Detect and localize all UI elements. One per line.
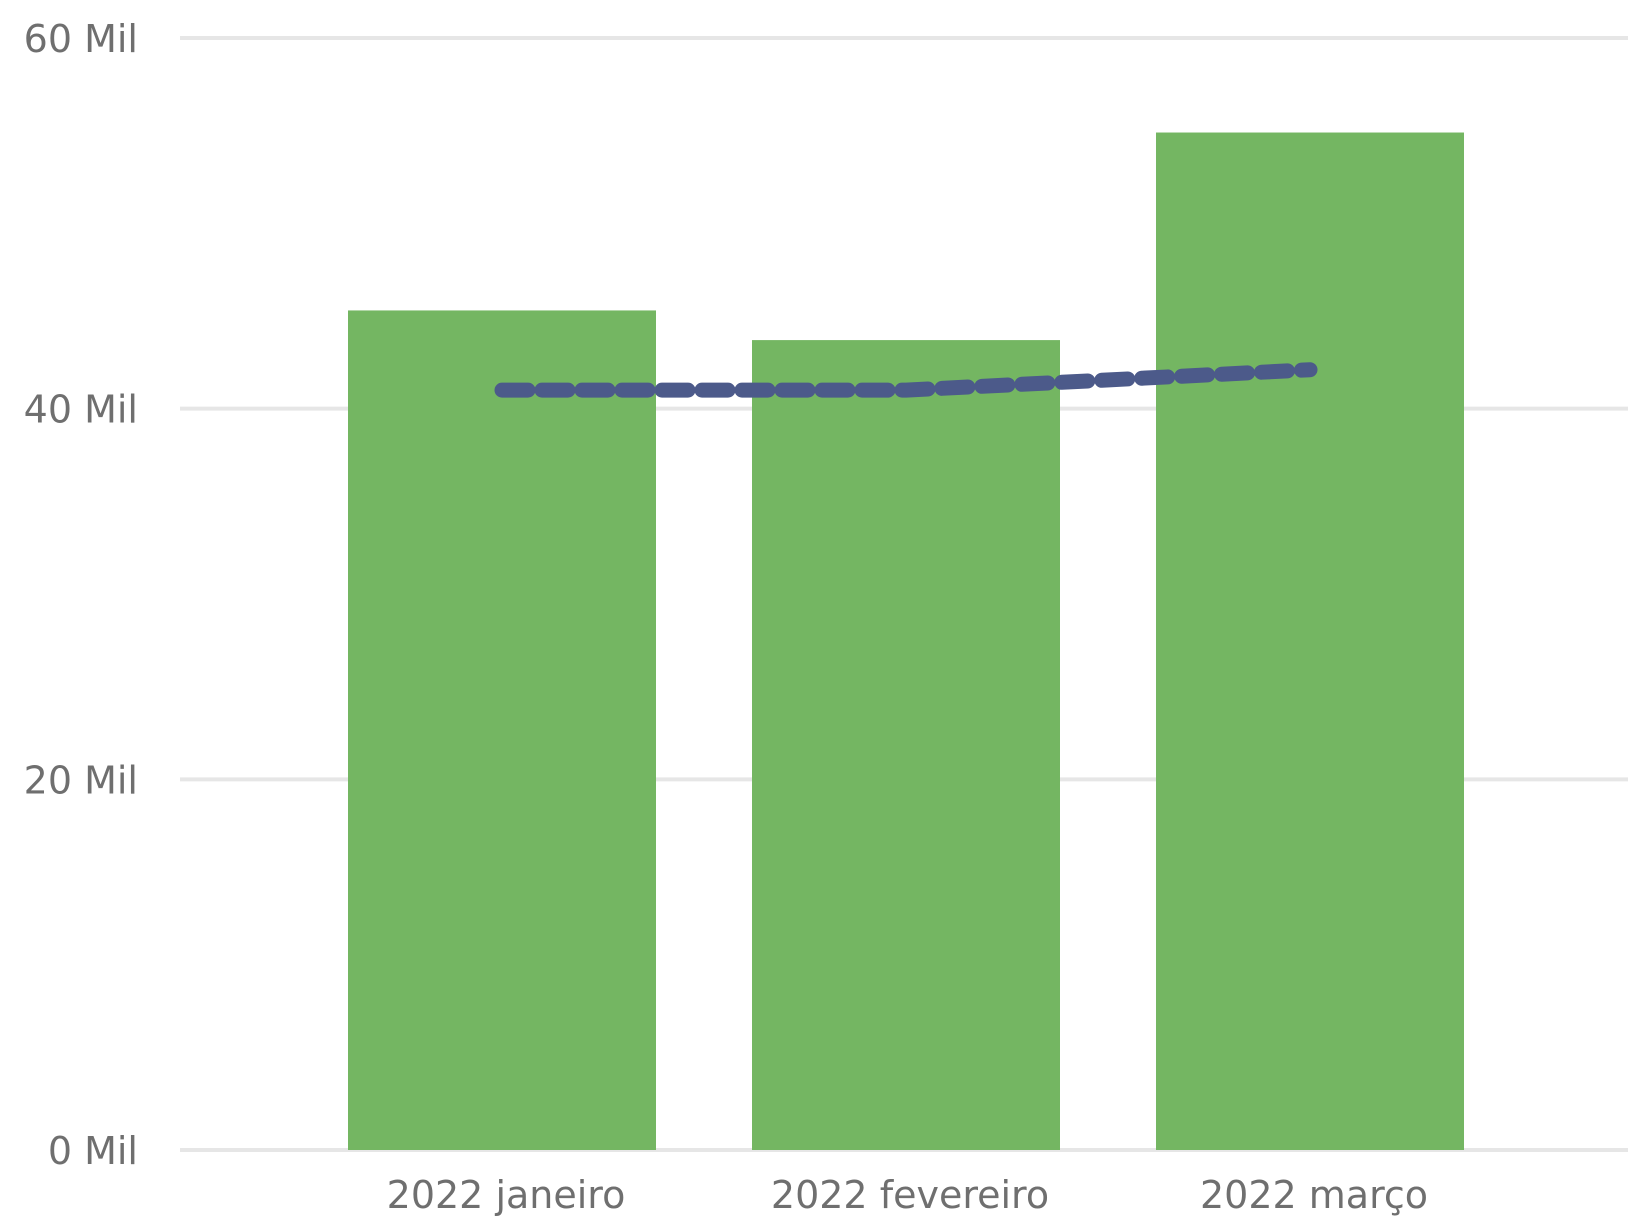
x-tick-label: 2022 março (1200, 1173, 1428, 1217)
bar[interactable] (348, 310, 656, 1150)
bars (348, 132, 1464, 1150)
y-axis-tick-labels: 0 Mil 20 Mil 40 Mil 60 Mil (24, 17, 138, 1173)
y-tick-label: 0 Mil (48, 1129, 138, 1173)
x-axis-tick-labels: 2022 janeiro 2022 fevereiro 2022 março (387, 1173, 1428, 1217)
y-tick-label: 40 Mil (24, 388, 138, 432)
y-tick-label: 60 Mil (24, 17, 138, 61)
y-tick-label: 20 Mil (24, 758, 138, 802)
x-tick-label: 2022 fevereiro (771, 1173, 1049, 1217)
bar[interactable] (1156, 132, 1464, 1150)
x-tick-label: 2022 janeiro (387, 1173, 626, 1217)
bar[interactable] (752, 340, 1060, 1150)
trend-line (494, 362, 1318, 398)
trend-line-layer (494, 362, 1318, 398)
